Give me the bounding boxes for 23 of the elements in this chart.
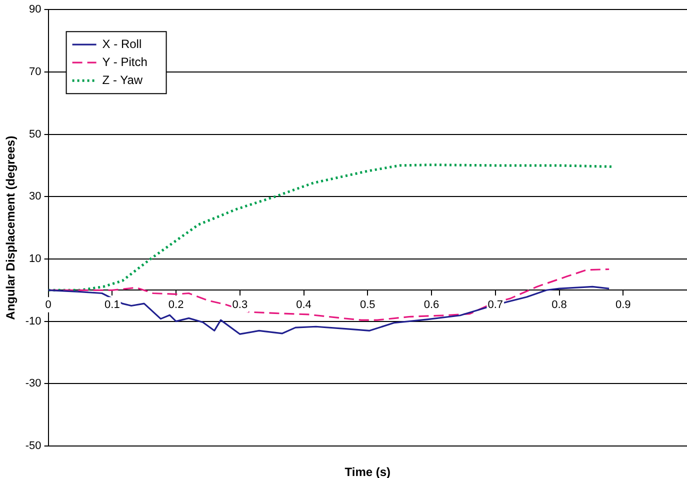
x-tick-label: 0.3 bbox=[232, 298, 248, 311]
legend-label: X - Roll bbox=[102, 36, 142, 51]
y-tick-label: 70 bbox=[29, 66, 42, 78]
x-tick-label: 0.5 bbox=[360, 298, 376, 311]
y-tick-label: -30 bbox=[25, 378, 42, 390]
y-tick-label: 90 bbox=[29, 4, 42, 16]
legend-label: Z - Yaw bbox=[102, 72, 143, 87]
x-tick-label: 0.8 bbox=[552, 298, 567, 311]
x-tick-label: 0.7 bbox=[488, 298, 504, 311]
y-tick-label: -10 bbox=[25, 315, 42, 328]
x-tick-label: 0.6 bbox=[424, 298, 440, 311]
x-tick-label: 0.2 bbox=[168, 298, 184, 311]
x-tick-label: 0 bbox=[45, 298, 52, 311]
y-axis-title: Angular Displacement (degrees) bbox=[4, 136, 18, 320]
legend-label: Y - Pitch bbox=[102, 54, 148, 69]
x-tick-label: 0.1 bbox=[104, 298, 120, 311]
line-series bbox=[48, 164, 614, 292]
y-tick-label: 50 bbox=[29, 128, 42, 140]
x-tick-label: 0.9 bbox=[615, 298, 631, 311]
y-tick-label: -50 bbox=[25, 440, 42, 452]
y-tick-label: 30 bbox=[29, 190, 42, 203]
y-tick-label: 10 bbox=[29, 253, 42, 266]
x-tick-label: 0.4 bbox=[296, 298, 312, 311]
